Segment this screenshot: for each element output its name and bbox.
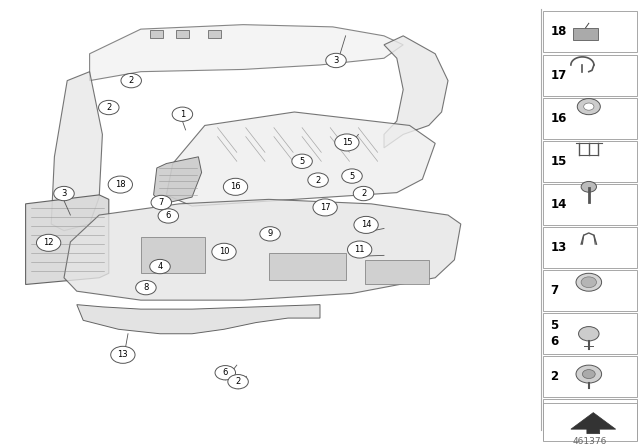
Text: 6: 6: [223, 368, 228, 377]
FancyBboxPatch shape: [543, 356, 637, 397]
Text: 16: 16: [550, 112, 567, 125]
FancyBboxPatch shape: [141, 237, 205, 273]
Text: 8: 8: [143, 283, 148, 292]
Text: 3: 3: [333, 56, 339, 65]
Circle shape: [579, 327, 599, 341]
Circle shape: [151, 195, 172, 210]
Text: 2: 2: [106, 103, 111, 112]
Text: 5: 5: [349, 172, 355, 181]
Text: 3: 3: [61, 189, 67, 198]
Circle shape: [581, 181, 596, 192]
Circle shape: [36, 234, 61, 251]
FancyBboxPatch shape: [150, 30, 163, 38]
Text: 7: 7: [550, 284, 559, 297]
Text: 2: 2: [316, 176, 321, 185]
FancyBboxPatch shape: [269, 253, 346, 280]
Circle shape: [212, 243, 236, 260]
Circle shape: [348, 241, 372, 258]
Polygon shape: [571, 413, 616, 434]
FancyBboxPatch shape: [543, 141, 637, 182]
Circle shape: [577, 99, 600, 115]
Circle shape: [172, 107, 193, 121]
Circle shape: [582, 370, 595, 379]
FancyBboxPatch shape: [176, 30, 189, 38]
Text: 13: 13: [550, 241, 566, 254]
FancyBboxPatch shape: [543, 55, 637, 96]
Text: 2: 2: [129, 76, 134, 85]
Text: 18: 18: [550, 25, 567, 39]
Circle shape: [223, 178, 248, 195]
Circle shape: [99, 100, 119, 115]
Text: 17: 17: [320, 203, 330, 212]
PathPatch shape: [384, 36, 448, 148]
Circle shape: [326, 53, 346, 68]
Text: 15: 15: [342, 138, 352, 147]
Circle shape: [308, 173, 328, 187]
Circle shape: [54, 186, 74, 201]
Circle shape: [136, 280, 156, 295]
Text: 5: 5: [300, 157, 305, 166]
Circle shape: [584, 103, 594, 110]
PathPatch shape: [51, 72, 102, 231]
Text: 16: 16: [230, 182, 241, 191]
Circle shape: [150, 259, 170, 274]
FancyBboxPatch shape: [543, 11, 637, 52]
Text: 6: 6: [550, 335, 559, 348]
PathPatch shape: [26, 195, 109, 284]
FancyBboxPatch shape: [208, 30, 221, 38]
Text: 18: 18: [115, 180, 125, 189]
Circle shape: [353, 186, 374, 201]
FancyBboxPatch shape: [543, 313, 637, 354]
Text: 13: 13: [118, 350, 128, 359]
Text: 9: 9: [268, 229, 273, 238]
Circle shape: [354, 216, 378, 233]
PathPatch shape: [77, 305, 320, 334]
Text: 1: 1: [180, 110, 185, 119]
FancyBboxPatch shape: [365, 260, 429, 284]
Text: 15: 15: [550, 155, 567, 168]
Text: 17: 17: [550, 69, 566, 82]
FancyBboxPatch shape: [543, 98, 637, 139]
Circle shape: [292, 154, 312, 168]
Text: 7: 7: [159, 198, 164, 207]
Text: 2: 2: [361, 189, 366, 198]
PathPatch shape: [166, 112, 435, 206]
FancyBboxPatch shape: [543, 403, 637, 441]
Circle shape: [576, 365, 602, 383]
Text: 461376: 461376: [573, 437, 607, 446]
Text: 4: 4: [157, 262, 163, 271]
Circle shape: [581, 277, 596, 288]
FancyBboxPatch shape: [573, 28, 598, 40]
PathPatch shape: [64, 199, 461, 300]
FancyBboxPatch shape: [543, 184, 637, 225]
Text: 6: 6: [166, 211, 171, 220]
Circle shape: [576, 273, 602, 291]
Text: 2: 2: [550, 370, 559, 383]
Circle shape: [111, 346, 135, 363]
Circle shape: [228, 375, 248, 389]
PathPatch shape: [154, 157, 202, 204]
Circle shape: [335, 134, 359, 151]
Text: 14: 14: [550, 198, 567, 211]
Text: 10: 10: [219, 247, 229, 256]
Text: 2: 2: [236, 377, 241, 386]
Circle shape: [108, 176, 132, 193]
Circle shape: [342, 169, 362, 183]
Circle shape: [215, 366, 236, 380]
FancyBboxPatch shape: [543, 227, 637, 268]
FancyBboxPatch shape: [543, 270, 637, 311]
Circle shape: [313, 199, 337, 216]
Circle shape: [158, 209, 179, 223]
Text: 12: 12: [44, 238, 54, 247]
Circle shape: [121, 73, 141, 88]
Text: 14: 14: [361, 220, 371, 229]
Text: 11: 11: [355, 245, 365, 254]
PathPatch shape: [90, 25, 403, 81]
Circle shape: [260, 227, 280, 241]
FancyBboxPatch shape: [543, 399, 637, 440]
Text: 5: 5: [550, 319, 559, 332]
